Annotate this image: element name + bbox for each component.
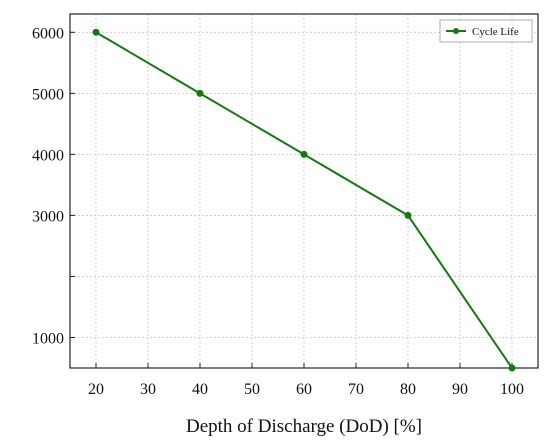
data-point — [508, 364, 516, 372]
x-tick-label: 80 — [400, 381, 416, 398]
legend-label: Cycle Life — [472, 26, 519, 38]
x-tick-label: 90 — [452, 381, 468, 398]
y-tick-label: 1000 — [32, 330, 64, 347]
grid-lines — [70, 14, 538, 368]
y-tick-label: 6000 — [32, 25, 64, 42]
x-tick-label: 60 — [296, 381, 312, 398]
x-tick-label: 40 — [192, 381, 208, 398]
data-point — [92, 28, 100, 36]
data-point — [300, 150, 308, 158]
x-tick-label: 20 — [88, 381, 104, 398]
data-point — [196, 89, 204, 97]
x-tick-label: 30 — [140, 381, 156, 398]
axis-ticks: 20 30 40 50 60 70 80 90 100 1000 3000 4000 5000 6000 — [32, 25, 524, 398]
y-tick-label: 4000 — [32, 147, 64, 164]
series-group — [92, 28, 516, 372]
x-axis-title: Depth of Discharge (DoD) [%] — [186, 416, 422, 437]
legend-marker-swatch — [453, 28, 459, 34]
y-tick-label: 3000 — [32, 208, 64, 225]
data-point — [404, 211, 412, 219]
x-tick-label: 70 — [348, 381, 364, 398]
x-tick-label: 100 — [500, 381, 524, 398]
legend-box — [439, 19, 533, 43]
legend: Cycle Life — [439, 19, 533, 43]
y-tick-label: 5000 — [32, 86, 64, 103]
x-tick-label: 50 — [244, 381, 260, 398]
